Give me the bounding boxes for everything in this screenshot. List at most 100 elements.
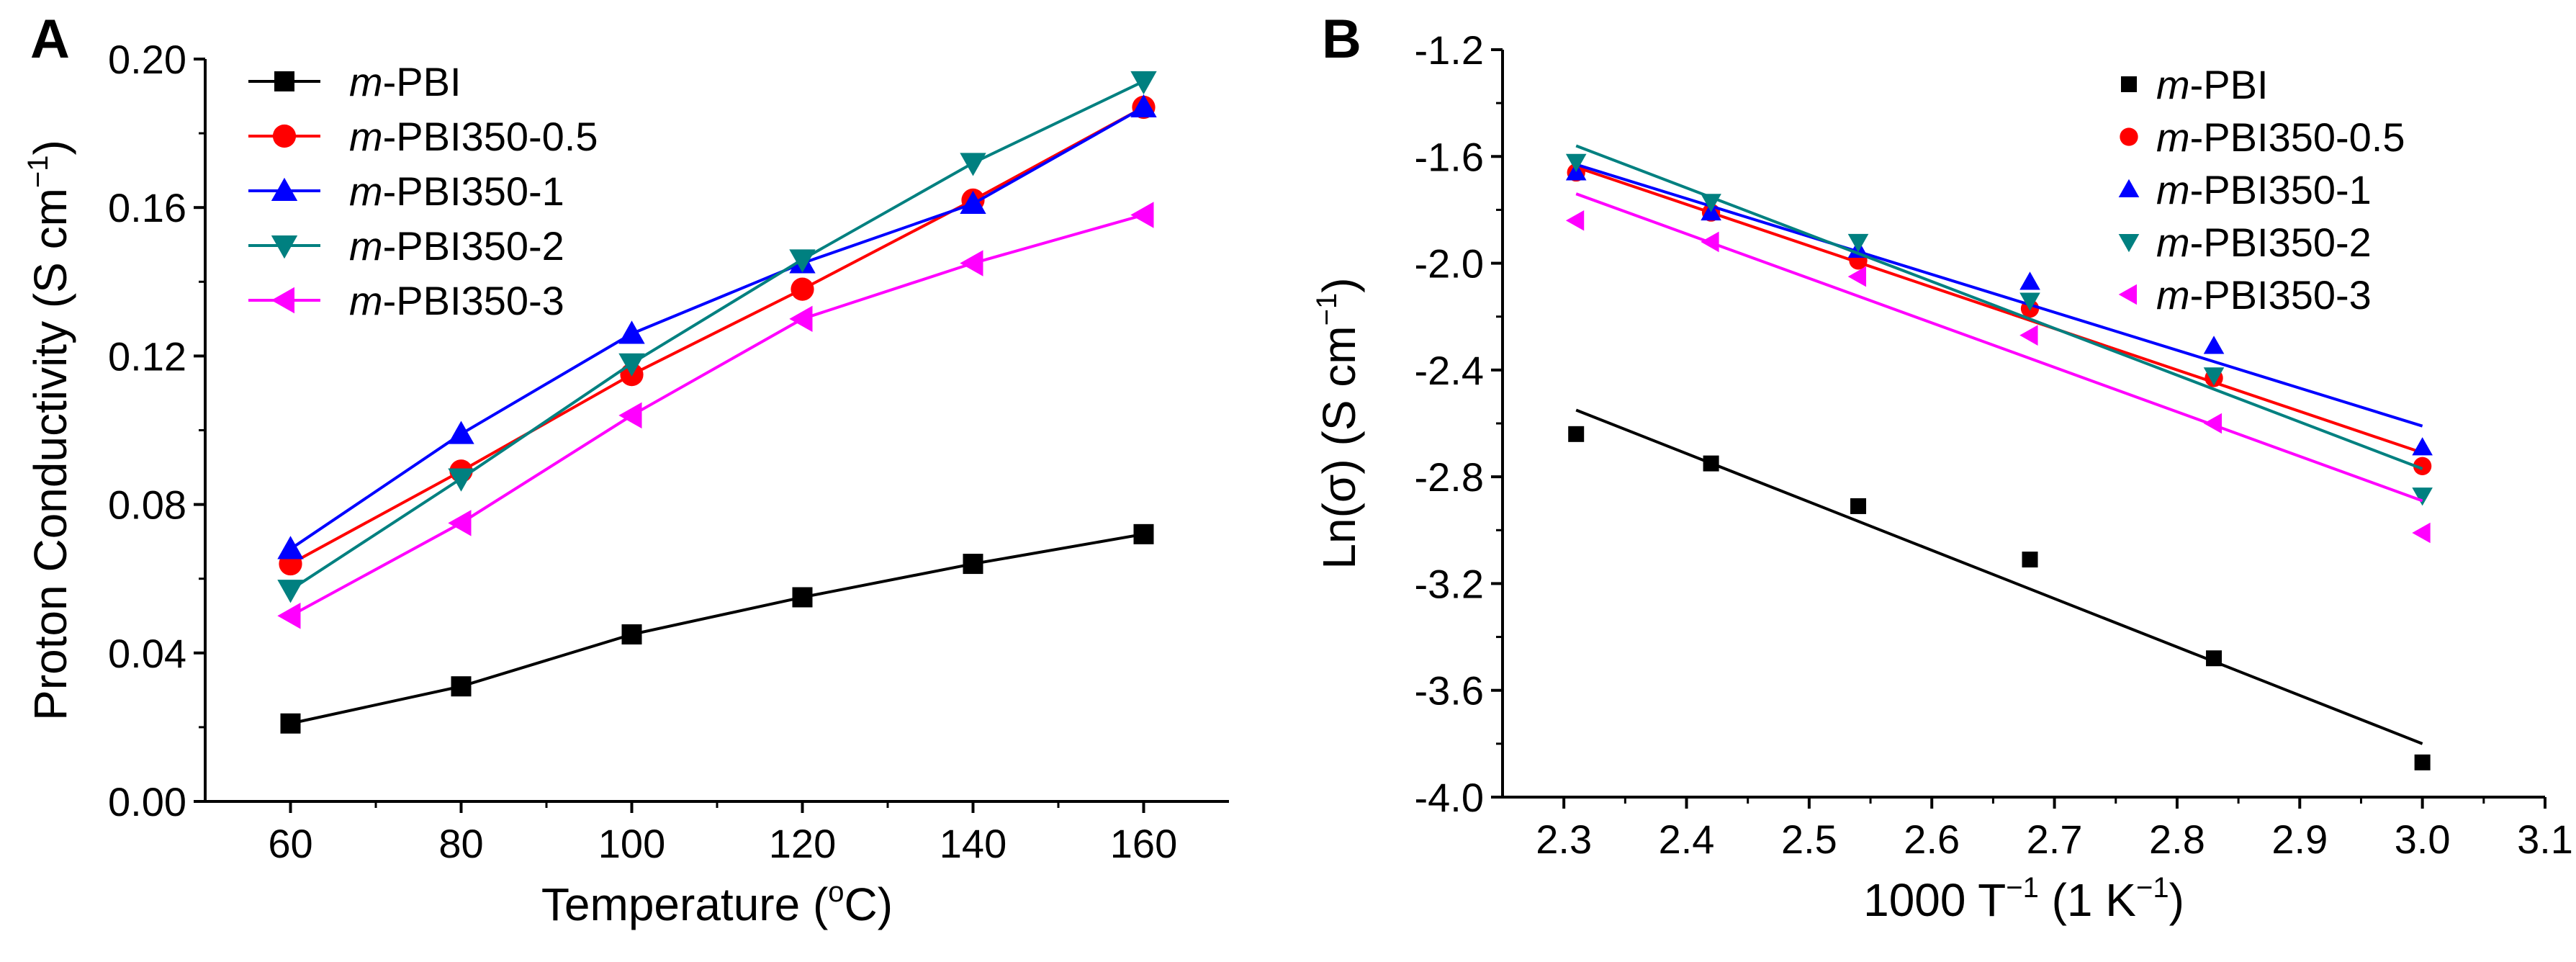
legend-entry: m-PBI350-2 <box>2118 220 2372 265</box>
panel-a-chart: A 60 80 100 120 140 160 0.00 0.04 0.08 0.12 0.16 0.… <box>22 9 1229 930</box>
legend-label-italic: m <box>2156 220 2190 265</box>
data-point <box>2019 271 2040 290</box>
legend-marker <box>272 124 297 148</box>
data-point <box>451 676 472 697</box>
y-tick-label: -1.2 <box>1415 27 1485 73</box>
legend-entry: m-PBI350-3 <box>2118 272 2372 318</box>
x-tick-label: 2.8 <box>2149 817 2205 862</box>
legend-marker <box>2120 127 2138 146</box>
y-tick-label: -2.4 <box>1415 348 1485 393</box>
legend-label-rest: -PBI350-2 <box>2190 220 2372 265</box>
legend-label-italic: m <box>2156 167 2190 212</box>
legend-label-italic: m <box>349 114 383 159</box>
x-tick-label: 2.3 <box>1536 817 1592 862</box>
y-tick-label: 0.00 <box>108 779 186 824</box>
panel-a-label: A <box>30 9 70 70</box>
legend-marker <box>271 177 298 201</box>
legend-label-italic: m <box>349 223 383 269</box>
x-axis-title-mid: (1 K <box>2039 874 2136 926</box>
legend-label-rest: -PBI350-0.5 <box>383 114 598 159</box>
data-point <box>2019 292 2040 311</box>
x-axis-title-end: C) <box>845 878 893 930</box>
legend-label-rest: -PBI350-1 <box>2190 167 2372 212</box>
data-point <box>789 305 813 333</box>
legend-marker <box>2121 76 2137 92</box>
data-point <box>960 153 986 176</box>
data-point <box>277 580 304 603</box>
data-point <box>2203 413 2223 434</box>
legend-marker <box>2118 234 2140 253</box>
data-point <box>1130 202 1154 228</box>
series-line <box>289 106 1145 565</box>
legend-label-rest: -PBI <box>2190 62 2269 107</box>
legend-label: m-PBI350-0.5 <box>349 114 598 159</box>
data-point <box>1701 194 1721 212</box>
legend-entry: m-PBI350-1 <box>2118 167 2372 212</box>
y-axis-title-sup: −1 <box>1311 293 1343 326</box>
legend-label-italic: m <box>349 59 383 104</box>
legend-label: m-PBI350-3 <box>2156 272 2372 318</box>
data-point <box>2206 650 2223 667</box>
legend-entry: m-PBI <box>2121 62 2269 107</box>
data-point <box>2412 487 2433 506</box>
legend-label-rest: -PBI350-1 <box>383 168 564 214</box>
x-axis-title: Temperature (oC) <box>541 876 893 930</box>
y-tick-label: -3.6 <box>1415 668 1485 714</box>
y-axis-title-end: ) <box>24 140 76 155</box>
panel-b-label: B <box>1322 9 1361 70</box>
data-point <box>1568 426 1585 442</box>
x-tick-label: 2.5 <box>1781 817 1837 862</box>
panel-b-chart: B 2.3 2.4 2.5 2.6 2.7 2.8 2.9 3.0 3.1 -4.0 -3.6 -3.… <box>1311 9 2573 926</box>
x-tick-label: 160 <box>1110 821 1177 866</box>
x-axis-title-main: Temperature ( <box>541 878 828 930</box>
data-point <box>1133 523 1154 544</box>
legend-label: m-PBI350-2 <box>2156 220 2372 265</box>
x-tick-label: 3.1 <box>2517 817 2573 862</box>
legend-label-italic: m <box>349 278 383 323</box>
legend-entry: m-PBI <box>248 59 461 104</box>
legend-label: m-PBI <box>2156 62 2269 107</box>
x-axis-title-main: 1000 T <box>1863 874 2006 926</box>
data-point <box>1703 455 1719 472</box>
x-tick-label: 100 <box>598 821 665 866</box>
y-tick-label: 0.08 <box>108 482 186 528</box>
series-m-pbi350-2 <box>1565 144 2433 506</box>
data-point <box>791 277 814 301</box>
y-axis-title-end: ) <box>1313 277 1365 292</box>
legend-entry: m-PBI350-2 <box>248 223 564 269</box>
series-m-pbi <box>1568 408 2431 770</box>
x-axis-title-sup2: −1 <box>2136 872 2169 904</box>
series-line <box>289 80 1145 591</box>
data-point <box>789 249 816 273</box>
data-point <box>1565 210 1585 231</box>
legend-label-italic: m <box>2156 62 2190 107</box>
legend-label-italic: m <box>2156 272 2190 318</box>
legend-label-rest: -PBI350-3 <box>383 278 564 323</box>
x-tick-label: 140 <box>940 821 1006 866</box>
series-m-pbi350-1 <box>277 94 1157 559</box>
data-point <box>2414 754 2431 770</box>
x-tick-label: 2.4 <box>1659 817 1715 862</box>
x-tick-label: 2.6 <box>1904 817 1960 862</box>
x-tick-label: 2.7 <box>2027 817 2083 862</box>
y-tick-label: 0.04 <box>108 631 186 676</box>
y-axis-title-main: Proton Conductivity (S cm <box>24 188 76 721</box>
data-point <box>1130 94 1157 118</box>
legend-entry: m-PBI350-0.5 <box>248 114 598 159</box>
legend-label: m-PBI350-1 <box>349 168 564 214</box>
x-axis-title: 1000 T−1 (1 K−1) <box>1863 872 2184 926</box>
legend-entry: m-PBI350-0.5 <box>2120 114 2405 160</box>
data-point <box>960 250 983 277</box>
x-axis-title-sup: o <box>828 876 844 908</box>
legend-label: m-PBI350-2 <box>349 223 564 269</box>
x-tick-label: 2.9 <box>2271 817 2328 862</box>
data-point <box>277 536 304 559</box>
data-point <box>1847 266 1867 287</box>
series-m-pbi350-2 <box>277 71 1157 603</box>
legend-label: m-PBI <box>349 59 461 104</box>
y-tick-label: -1.6 <box>1415 134 1485 179</box>
data-point <box>960 190 986 215</box>
data-point <box>2203 367 2225 386</box>
data-point <box>2412 437 2433 456</box>
